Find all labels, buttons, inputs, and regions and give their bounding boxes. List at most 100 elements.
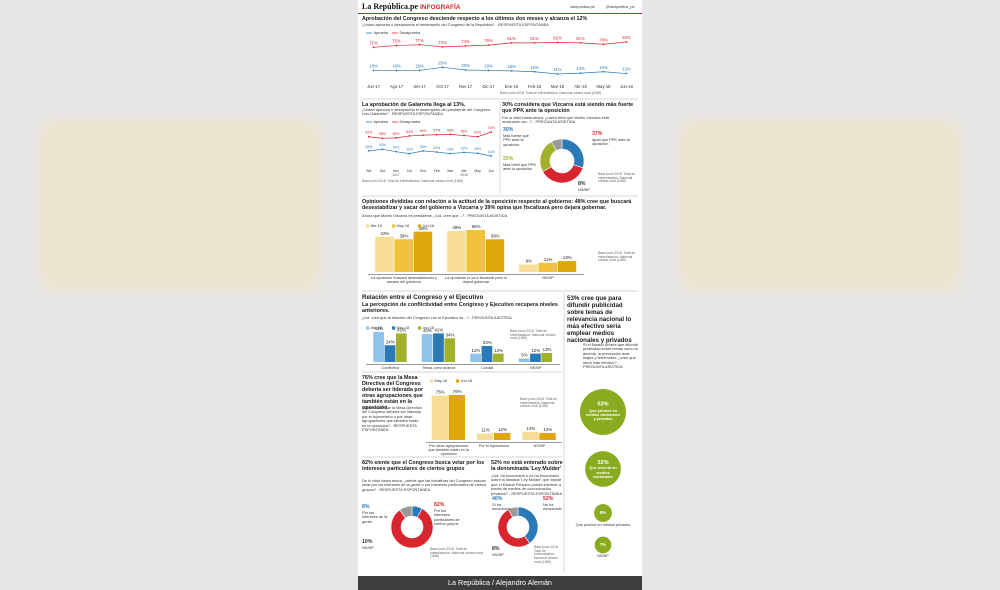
legend-label: Jun-18	[423, 326, 435, 330]
data-line	[373, 66, 627, 75]
bar	[431, 395, 449, 440]
bubble-label: Que invierta en medios nacionales	[589, 466, 617, 479]
data-point	[422, 149, 425, 152]
bar	[541, 352, 553, 362]
data-label: 82%	[553, 36, 562, 41]
background-blur	[680, 120, 960, 290]
legend-swatch	[366, 326, 370, 330]
bar	[421, 334, 433, 362]
donut-slice	[550, 138, 563, 151]
legend-swatch	[392, 326, 396, 330]
category-label: Tensa, pero avanza	[414, 363, 463, 370]
bar	[413, 231, 433, 272]
bubble-value: 32%	[597, 460, 608, 466]
data-point	[625, 41, 628, 43]
bar	[477, 433, 494, 440]
data-point	[602, 70, 605, 73]
legend-label: Desaprueba	[400, 120, 422, 124]
bubble-value: 8%	[600, 510, 606, 515]
bar	[485, 239, 505, 272]
slice-label: Por los intereses de la gente	[362, 510, 388, 524]
data-label: 14%	[526, 426, 535, 431]
bubble	[585, 451, 621, 487]
data-line	[368, 131, 492, 139]
legend-label: May-18	[397, 326, 410, 330]
data-point	[381, 148, 384, 151]
data-label: 40%	[423, 328, 432, 333]
slice-label: Sí ha escuchado	[492, 502, 511, 512]
data-point	[464, 45, 467, 47]
category-label: Por otras agrupaciones que también están…	[426, 441, 472, 457]
data-label: 75%	[436, 390, 445, 395]
chart-title: La percepción de conflictividad entre Co…	[362, 302, 558, 315]
slice-value: 8%	[492, 546, 500, 552]
bar	[470, 353, 481, 362]
slice-value: 10%	[362, 539, 373, 545]
data-point	[418, 43, 421, 46]
legend-label: Jun-18	[423, 224, 435, 228]
category-label: Cordial	[463, 363, 512, 370]
slice-value: 8%	[362, 504, 370, 510]
slice-value: 82%	[434, 502, 445, 508]
x-tick-label: Ago-17	[390, 84, 404, 89]
data-label: 62%	[474, 131, 481, 135]
bubble-value: 53%	[597, 401, 608, 407]
data-label: 62%	[365, 131, 372, 135]
data-label: 48%	[419, 226, 428, 231]
data-label: 13%	[563, 255, 572, 260]
data-label: 72%	[438, 40, 447, 45]
bubble-label: Que priorice en medios privados	[575, 522, 631, 527]
chart-subtitle: Ahora que Martín Vizcarra es presidente,…	[362, 213, 508, 218]
data-point	[487, 69, 490, 72]
data-point	[367, 135, 370, 138]
category-label: NS/NP	[516, 441, 562, 448]
x-tick-label: Abr-18	[574, 84, 587, 89]
bar	[384, 345, 396, 362]
data-point	[395, 137, 397, 139]
bar	[444, 338, 456, 362]
data-label: 78%	[599, 37, 608, 42]
chart-note: Base junio 2018. Total de entrevistados.…	[520, 397, 557, 409]
data-label: 39%	[491, 233, 500, 238]
bar	[466, 230, 485, 272]
twitter-handle: @larepublica_pe	[606, 4, 635, 9]
facebook-handle: /larepublica.pe	[570, 4, 595, 9]
data-label: 42%	[380, 231, 389, 236]
data-label: 16%	[530, 65, 539, 70]
slice-value: 40%	[492, 496, 503, 502]
data-label: 24%	[393, 146, 400, 150]
data-label: 81%	[576, 36, 585, 41]
x-tick-label: May-18	[597, 84, 612, 89]
x-tick-label: Feb	[434, 169, 440, 173]
x-year-label: 2018	[460, 173, 467, 177]
data-label: 19%	[392, 64, 401, 69]
legend-swatch	[430, 379, 434, 383]
data-label: 11%	[544, 257, 553, 262]
x-tick-label: Jun-17	[367, 84, 380, 89]
data-point	[418, 69, 421, 72]
x-tick-label: Mar	[447, 169, 454, 173]
data-label: 66%	[420, 129, 427, 133]
data-point	[533, 41, 536, 44]
data-label: 12%	[622, 67, 631, 72]
legend-swatch	[418, 326, 422, 330]
footer-bar	[358, 576, 642, 590]
footer-credit: La República / Alejandro Alemán	[448, 577, 552, 587]
data-label: 39%	[400, 233, 409, 238]
data-label: 26%	[365, 145, 372, 149]
data-point	[408, 135, 411, 137]
chart-subtitle: Si el Estado tuviera que difundir public…	[583, 342, 638, 369]
data-label: 76%	[484, 38, 493, 43]
bar	[522, 431, 539, 440]
data-label: 20%	[474, 147, 481, 151]
section-title: Relación entre el Congreso y el Ejecutiv…	[362, 294, 484, 301]
data-label: 76%	[453, 389, 462, 394]
slice-value: 37%	[592, 131, 603, 137]
x-tick-label: Ene-18	[505, 84, 519, 89]
data-point	[579, 72, 582, 75]
category-label: Conflictiva	[366, 363, 415, 370]
data-label: 59%	[393, 132, 400, 136]
x-tick-label: Mar-18	[551, 84, 565, 89]
chart-note: Base junio 2018. Total de entrevistados.…	[510, 329, 556, 341]
